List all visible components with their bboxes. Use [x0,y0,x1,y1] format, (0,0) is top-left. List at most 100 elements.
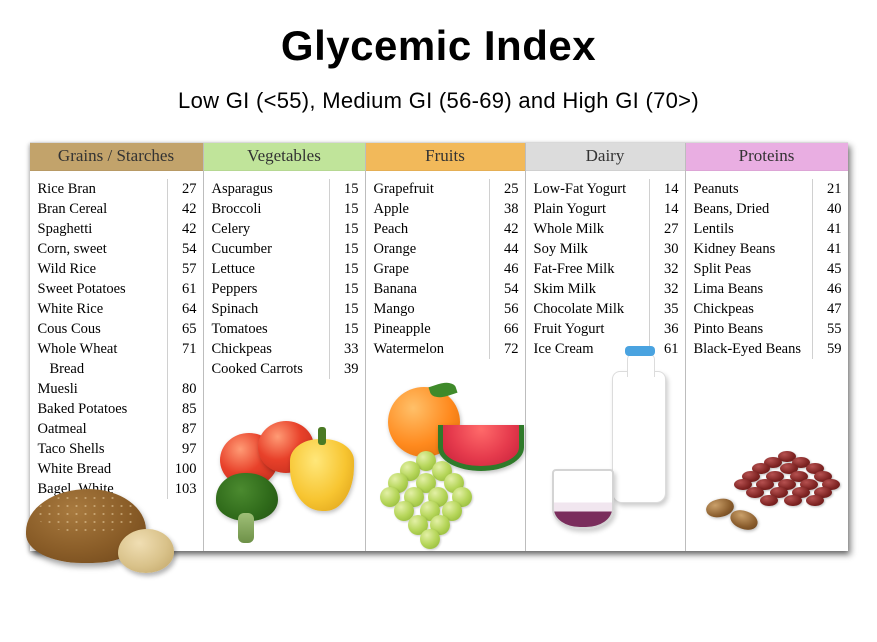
table-row: Chocolate Milk35 [534,299,679,319]
gi-value: 45 [812,259,842,279]
food-name: Beans, Dried [694,199,812,219]
food-name: Whole Milk [534,219,649,239]
gi-value: 66 [489,319,519,339]
table-row: Pineapple66 [374,319,519,339]
table-row: Lima Beans46 [694,279,842,299]
food-name: Split Peas [694,259,812,279]
gi-value: 61 [649,339,679,359]
gi-value: 46 [489,259,519,279]
food-name: Soy Milk [534,239,649,259]
table-row: Wild Rice57 [38,259,197,279]
gi-value: 54 [489,279,519,299]
food-name: Chickpeas [694,299,812,319]
food-name: Cooked Carrots [212,359,329,379]
gi-value: 87 [167,419,197,439]
table-row: Banana54 [374,279,519,299]
gi-value: 44 [489,239,519,259]
food-name: Peach [374,219,489,239]
table-row: Celery15 [212,219,359,239]
proteins-icon [704,433,854,543]
table-row: Chickpeas33 [212,339,359,359]
gi-value: 39 [329,359,359,379]
table-row: Cous Cous65 [38,319,197,339]
food-name: Asparagus [212,179,329,199]
table-row: Baked Potatoes85 [38,399,197,419]
table-row: Split Peas45 [694,259,842,279]
food-name: Whole Wheat [38,339,167,359]
table-row: Fruit Yogurt36 [534,319,679,339]
table-row: Sweet Potatoes61 [38,279,197,299]
food-name: Banana [374,279,489,299]
table-row: Corn, sweet54 [38,239,197,259]
table-row: Spinach15 [212,299,359,319]
gi-value: 40 [812,199,842,219]
gi-value-empty [167,359,197,379]
food-name: White Rice [38,299,167,319]
vegetables-icon [208,395,358,545]
food-name: Ice Cream [534,339,649,359]
table-row: Grape46 [374,259,519,279]
column-header-proteins: Proteins [686,143,848,171]
table-row: Soy Milk30 [534,239,679,259]
fruits-icon [368,377,528,547]
food-name: Grape [374,259,489,279]
food-name: Corn, sweet [38,239,167,259]
column-fruits: FruitsGrapefruit25Apple38Peach42Orange44… [366,143,526,551]
gi-value: 80 [167,379,197,399]
gi-value: 41 [812,219,842,239]
gi-value: 61 [167,279,197,299]
table-row: Peppers15 [212,279,359,299]
column-dairy: DairyLow-Fat Yogurt14Plain Yogurt14Whole… [526,143,686,551]
table-row: Whole Wheat71 [38,339,197,359]
gi-value: 85 [167,399,197,419]
gi-value: 15 [329,299,359,319]
column-body-dairy: Low-Fat Yogurt14Plain Yogurt14Whole Milk… [526,171,685,551]
food-name: Oatmeal [38,419,167,439]
food-name: Chocolate Milk [534,299,649,319]
table-row: Pinto Beans55 [694,319,842,339]
food-name: Sweet Potatoes [38,279,167,299]
gi-value: 57 [167,259,197,279]
gi-value: 71 [167,339,197,359]
column-header-grains: Grains / Starches [30,143,203,171]
gi-value: 38 [489,199,519,219]
table-row: Broccoli15 [212,199,359,219]
gi-value: 42 [489,219,519,239]
table-row: Grapefruit25 [374,179,519,199]
column-proteins: Proteins Peanuts21Beans, Dried40Lentils41… [686,143,848,551]
gi-value: 42 [167,219,197,239]
dairy-icon [550,365,690,545]
gi-value: 54 [167,239,197,259]
food-name: Cous Cous [38,319,167,339]
table-row: Peanuts21 [694,179,842,199]
gi-value: 65 [167,319,197,339]
table-row: Cucumber15 [212,239,359,259]
gi-value: 42 [167,199,197,219]
table-row: Skim Milk32 [534,279,679,299]
food-name: Watermelon [374,339,489,359]
table-row: Mango56 [374,299,519,319]
food-name: Spaghetti [38,219,167,239]
table-row: Bran Cereal42 [38,199,197,219]
food-name: Peppers [212,279,329,299]
table-row: Chickpeas47 [694,299,842,319]
table-row: Rice Bran27 [38,179,197,199]
food-name: Mango [374,299,489,319]
gi-value: 33 [329,339,359,359]
food-name: Cucumber [212,239,329,259]
gi-value: 41 [812,239,842,259]
food-name: Lentils [694,219,812,239]
food-name: Rice Bran [38,179,167,199]
table-row: Taco Shells97 [38,439,197,459]
table-row: Apple38 [374,199,519,219]
gi-value: 14 [649,179,679,199]
table-row: Fat-Free Milk32 [534,259,679,279]
food-name: Taco Shells [38,439,167,459]
column-header-vegetables: Vegetables [204,143,365,171]
gi-value: 47 [812,299,842,319]
bread-potato-icon [18,469,178,579]
food-name: Low-Fat Yogurt [534,179,649,199]
table-row: Bread [38,359,197,379]
table-row: Beans, Dried40 [694,199,842,219]
food-name: Spinach [212,299,329,319]
